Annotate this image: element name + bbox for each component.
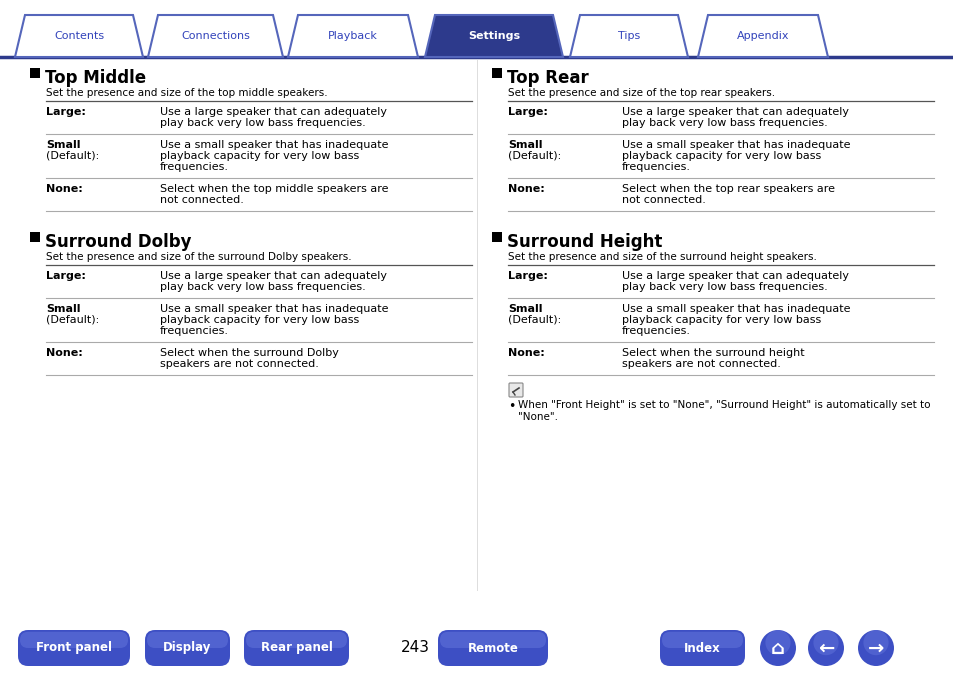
Text: Large:: Large: <box>46 271 86 281</box>
Text: Surround Height: Surround Height <box>506 233 661 251</box>
FancyBboxPatch shape <box>439 632 545 648</box>
Text: Select when the surround Dolby: Select when the surround Dolby <box>159 348 338 358</box>
FancyBboxPatch shape <box>509 383 522 397</box>
Text: Tips: Tips <box>618 31 639 41</box>
Text: ⌂: ⌂ <box>770 639 784 658</box>
Text: None:: None: <box>46 348 83 358</box>
Text: speakers are not connected.: speakers are not connected. <box>621 359 780 369</box>
Text: Use a small speaker that has inadequate: Use a small speaker that has inadequate <box>621 140 849 150</box>
Text: Use a small speaker that has inadequate: Use a small speaker that has inadequate <box>159 140 388 150</box>
Text: Remote: Remote <box>467 641 517 655</box>
Text: Appendix: Appendix <box>736 31 788 41</box>
Text: Set the presence and size of the top rear speakers.: Set the presence and size of the top rea… <box>507 88 774 98</box>
Text: Select when the top middle speakers are: Select when the top middle speakers are <box>159 184 388 194</box>
Text: frequencies.: frequencies. <box>159 326 229 336</box>
Text: Top Rear: Top Rear <box>506 69 588 87</box>
Text: (Default):: (Default): <box>46 315 99 325</box>
Text: Small: Small <box>46 304 80 314</box>
Text: Display: Display <box>163 641 212 655</box>
Text: frequencies.: frequencies. <box>159 162 229 172</box>
FancyBboxPatch shape <box>145 630 230 666</box>
Circle shape <box>760 630 795 666</box>
Circle shape <box>862 630 887 656</box>
Text: not connected.: not connected. <box>159 195 243 205</box>
Text: Use a large speaker that can adequately: Use a large speaker that can adequately <box>621 107 847 117</box>
Polygon shape <box>424 15 562 57</box>
Text: Large:: Large: <box>46 107 86 117</box>
Text: speakers are not connected.: speakers are not connected. <box>159 359 318 369</box>
FancyBboxPatch shape <box>661 632 742 648</box>
Text: play back very low bass frequencies.: play back very low bass frequencies. <box>621 282 826 292</box>
FancyBboxPatch shape <box>20 632 128 648</box>
FancyBboxPatch shape <box>437 630 547 666</box>
Text: "None".: "None". <box>517 412 558 422</box>
Bar <box>30 232 40 242</box>
Text: Use a large speaker that can adequately: Use a large speaker that can adequately <box>159 271 386 281</box>
Text: ←: ← <box>817 639 833 658</box>
Bar <box>492 232 501 242</box>
Text: Index: Index <box>683 641 720 655</box>
Text: Select when the surround height: Select when the surround height <box>621 348 803 358</box>
Text: Connections: Connections <box>181 31 250 41</box>
Text: playback capacity for very low bass: playback capacity for very low bass <box>621 315 820 325</box>
Bar <box>492 68 501 78</box>
Text: None:: None: <box>507 184 544 194</box>
Text: frequencies.: frequencies. <box>621 326 690 336</box>
Circle shape <box>764 630 790 656</box>
Text: not connected.: not connected. <box>621 195 704 205</box>
Text: Contents: Contents <box>54 31 104 41</box>
Polygon shape <box>15 15 143 57</box>
Text: (Default):: (Default): <box>46 151 99 161</box>
Text: playback capacity for very low bass: playback capacity for very low bass <box>159 151 358 161</box>
Bar <box>30 68 40 78</box>
Polygon shape <box>698 15 827 57</box>
FancyBboxPatch shape <box>147 632 228 648</box>
Text: None:: None: <box>46 184 83 194</box>
Text: Rear panel: Rear panel <box>260 641 332 655</box>
Text: Set the presence and size of the surround Dolby speakers.: Set the presence and size of the surroun… <box>46 252 352 262</box>
Text: Large:: Large: <box>507 107 547 117</box>
Text: →: → <box>867 639 883 658</box>
Text: Large:: Large: <box>507 271 547 281</box>
Polygon shape <box>148 15 283 57</box>
Text: Set the presence and size of the surround height speakers.: Set the presence and size of the surroun… <box>507 252 816 262</box>
Text: •: • <box>507 400 515 413</box>
Circle shape <box>813 630 838 656</box>
Text: Use a small speaker that has inadequate: Use a small speaker that has inadequate <box>621 304 849 314</box>
Text: When "Front Height" is set to "None", "Surround Height" is automatically set to: When "Front Height" is set to "None", "S… <box>517 400 929 410</box>
Circle shape <box>807 630 843 666</box>
Text: Playback: Playback <box>328 31 377 41</box>
Text: Top Middle: Top Middle <box>45 69 146 87</box>
Text: (Default):: (Default): <box>507 315 560 325</box>
Text: playback capacity for very low bass: playback capacity for very low bass <box>159 315 358 325</box>
Text: Small: Small <box>46 140 80 150</box>
Polygon shape <box>288 15 417 57</box>
FancyBboxPatch shape <box>246 632 347 648</box>
Text: Small: Small <box>507 304 542 314</box>
Text: Select when the top rear speakers are: Select when the top rear speakers are <box>621 184 834 194</box>
Text: Small: Small <box>507 140 542 150</box>
Text: None:: None: <box>507 348 544 358</box>
Text: Set the presence and size of the top middle speakers.: Set the presence and size of the top mid… <box>46 88 327 98</box>
Text: Surround Dolby: Surround Dolby <box>45 233 192 251</box>
Text: (Default):: (Default): <box>507 151 560 161</box>
FancyBboxPatch shape <box>244 630 349 666</box>
Text: Settings: Settings <box>468 31 519 41</box>
FancyBboxPatch shape <box>659 630 744 666</box>
Text: Use a large speaker that can adequately: Use a large speaker that can adequately <box>159 107 386 117</box>
Text: frequencies.: frequencies. <box>621 162 690 172</box>
Text: 243: 243 <box>400 641 429 656</box>
Circle shape <box>857 630 893 666</box>
Text: play back very low bass frequencies.: play back very low bass frequencies. <box>159 118 365 128</box>
Text: play back very low bass frequencies.: play back very low bass frequencies. <box>159 282 365 292</box>
Text: play back very low bass frequencies.: play back very low bass frequencies. <box>621 118 826 128</box>
Polygon shape <box>569 15 687 57</box>
Text: Front panel: Front panel <box>36 641 112 655</box>
Text: playback capacity for very low bass: playback capacity for very low bass <box>621 151 820 161</box>
Text: Use a small speaker that has inadequate: Use a small speaker that has inadequate <box>159 304 388 314</box>
FancyBboxPatch shape <box>18 630 130 666</box>
Text: Use a large speaker that can adequately: Use a large speaker that can adequately <box>621 271 847 281</box>
